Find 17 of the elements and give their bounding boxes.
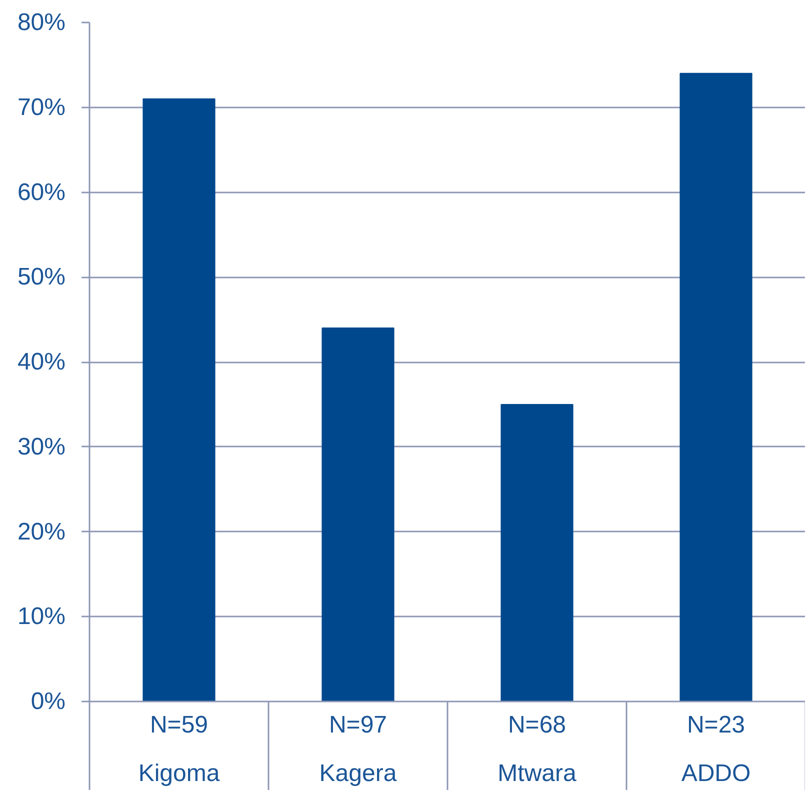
x-tick-label: N=23 ADDO: [681, 712, 751, 788]
y-tick-label: 60%: [17, 178, 66, 206]
x-tick-label: N=59 Kigoma: [138, 712, 220, 788]
y-tick-label: 20%: [17, 518, 66, 546]
y-tick-label: 70%: [17, 94, 66, 121]
y-tick-label: 50%: [17, 264, 66, 291]
y-tick-label: 0%: [30, 688, 66, 715]
y-tick-label: 80%: [17, 9, 66, 36]
bar: [680, 72, 752, 702]
y-tick-label: 40%: [17, 348, 66, 376]
bar: [500, 404, 574, 702]
bar: [142, 98, 216, 702]
y-tick-label: 30%: [17, 433, 66, 460]
bar: [322, 328, 394, 702]
y-tick-label: 10%: [17, 603, 66, 630]
x-tick-label: N=68 Mtwara: [498, 712, 577, 788]
x-tick-label: N=97 Kagera: [319, 712, 398, 788]
